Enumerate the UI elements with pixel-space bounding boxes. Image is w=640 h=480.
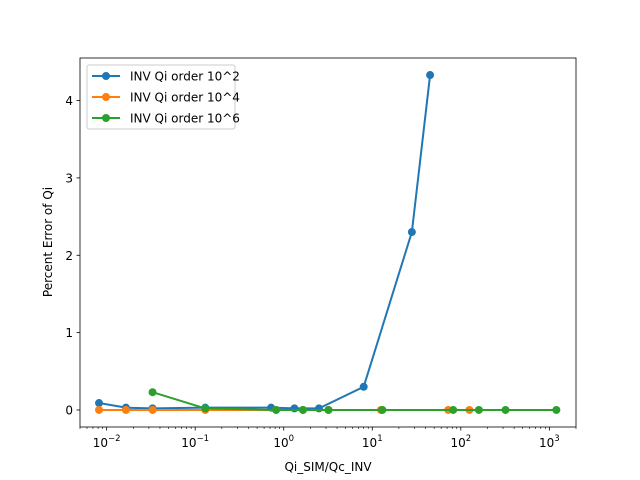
- data-point: [148, 388, 157, 397]
- legend-marker: [102, 114, 110, 122]
- plot-area: [79, 57, 577, 428]
- x-tick-label: 10−1: [181, 434, 209, 450]
- y-tick-label: 4: [65, 94, 73, 108]
- y-axis: 0 1 2 3 4: [65, 94, 80, 417]
- data-point: [314, 404, 323, 413]
- data-point: [95, 399, 104, 408]
- legend-marker: [102, 72, 110, 80]
- data-point: [298, 405, 307, 414]
- y-axis-label: Percent Error of Qi: [41, 187, 55, 297]
- data-point: [449, 405, 458, 414]
- y-tick-label: 2: [65, 249, 73, 263]
- legend-label: INV Qi order 10^4: [130, 91, 240, 105]
- data-point: [272, 405, 281, 414]
- data-point: [290, 404, 299, 413]
- series-line-1: [98, 74, 432, 410]
- data-point: [201, 404, 210, 413]
- data-point: [148, 405, 157, 414]
- x-tick-label: 102: [450, 434, 471, 450]
- data-point: [407, 228, 416, 237]
- legend-label: INV Qi order 10^2: [130, 70, 240, 84]
- data-point: [95, 405, 104, 414]
- legend-box: [86, 64, 236, 130]
- data-point: [426, 71, 435, 80]
- data-point: [552, 405, 561, 414]
- data-point: [474, 405, 483, 414]
- legend-marker: [102, 93, 110, 101]
- data-point: [324, 405, 333, 414]
- axes-frame: [79, 57, 577, 428]
- legend-label: INV Qi order 10^6: [130, 112, 240, 126]
- y-tick-label: 1: [65, 326, 73, 340]
- data-point: [359, 382, 368, 391]
- x-axis-label: Qi_SIM/Qc_INV: [284, 460, 372, 474]
- x-tick-label: 101: [362, 434, 383, 450]
- data-point: [378, 405, 387, 414]
- y-tick-label: 0: [65, 403, 73, 417]
- y-tick-label: 3: [65, 171, 73, 185]
- x-tick-label: 10−2: [93, 434, 121, 450]
- x-tick-label: 103: [539, 434, 560, 450]
- series-line-3: [152, 391, 557, 411]
- x-tick-label: 100: [273, 434, 294, 450]
- x-axis: 10−2 10−1 100 101 102 103: [79, 427, 577, 450]
- data-point: [501, 405, 510, 414]
- data-point: [121, 405, 130, 414]
- legend: INV Qi order 10^2 INV Qi order 10^4 INV Qi…: [86, 64, 240, 130]
